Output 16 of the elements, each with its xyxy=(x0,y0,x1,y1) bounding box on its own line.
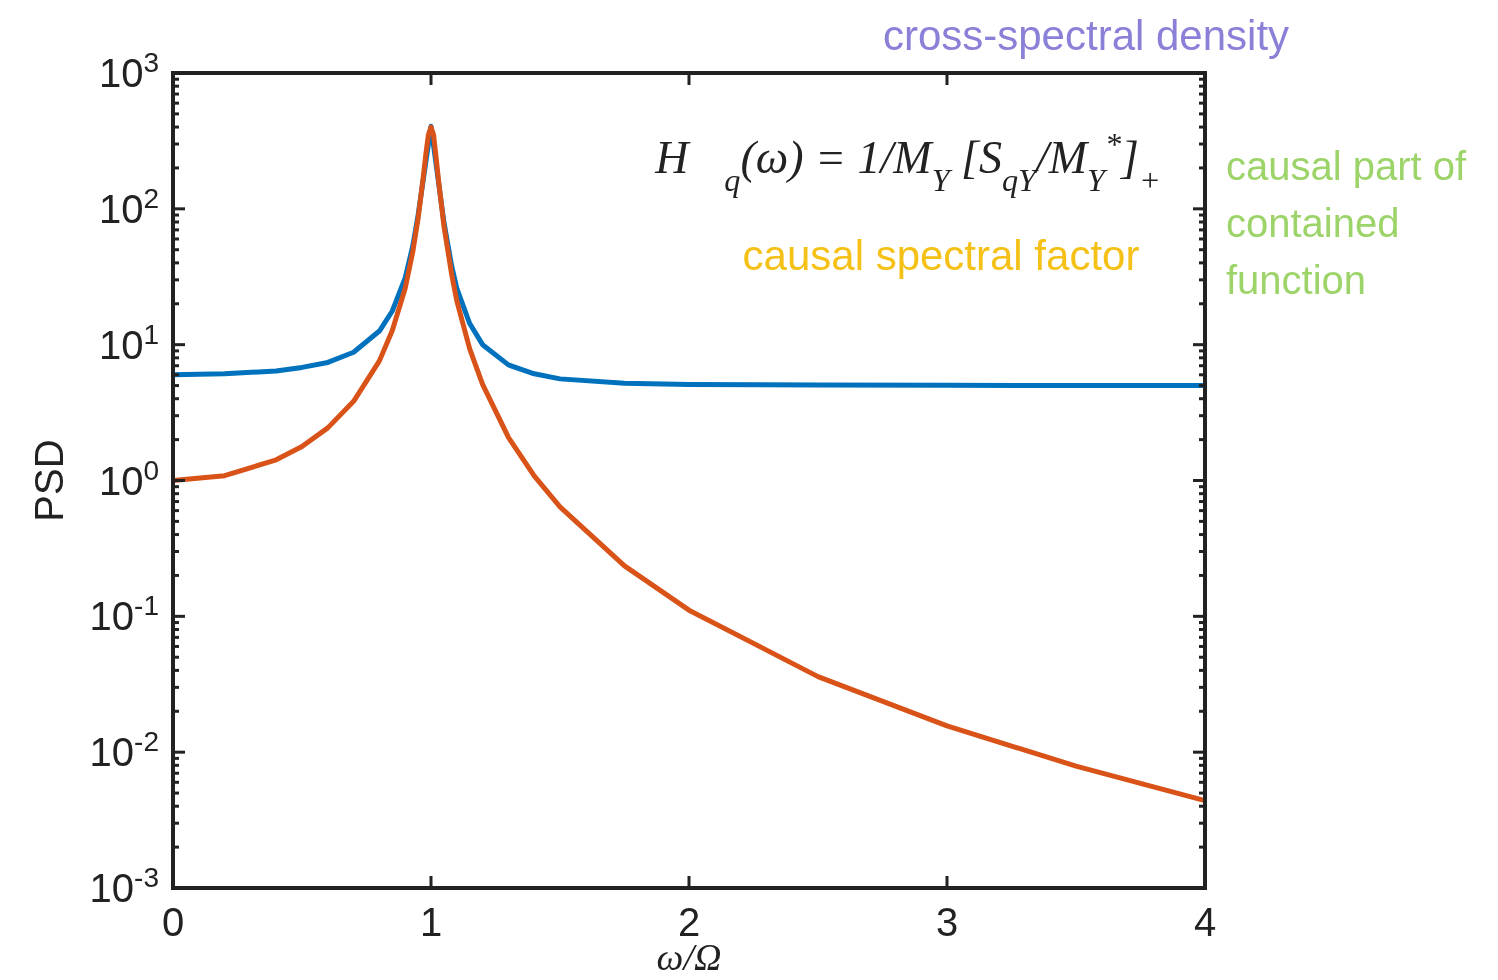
y-tick-label: 10$^{1}$ xyxy=(98,318,159,367)
text: causal part of contained function xyxy=(1226,144,1468,302)
y-tick-label: 10$^{0}$ xyxy=(98,454,159,503)
y-tick-label: 10$^{2}$ xyxy=(98,182,159,231)
y-tick-label: 10$^{-3}$ xyxy=(89,861,159,910)
y-tick-label: 10$^{-2}$ xyxy=(89,725,159,775)
y-tick-label: 10$^{-1}$ xyxy=(89,589,159,639)
text: cross-spectral density xyxy=(882,12,1290,59)
annotation: causal spectral factor xyxy=(742,232,1140,279)
x-tick-label: 1 xyxy=(419,900,443,944)
y-axis-title: PSD xyxy=(27,439,71,522)
x-tick-label: 3 xyxy=(935,900,959,944)
y-tick-label: 10$^{3}$ xyxy=(98,46,159,95)
x-tick-label: 0 xyxy=(161,900,185,944)
text: H⃗$_{q}$(ω) = 1/M$_{Y}$ [S$_{qY}$/M$_{Y}$$^{*}$]$_{+}$ xyxy=(655,126,1161,198)
x-tick-label: 4 xyxy=(1193,900,1217,944)
